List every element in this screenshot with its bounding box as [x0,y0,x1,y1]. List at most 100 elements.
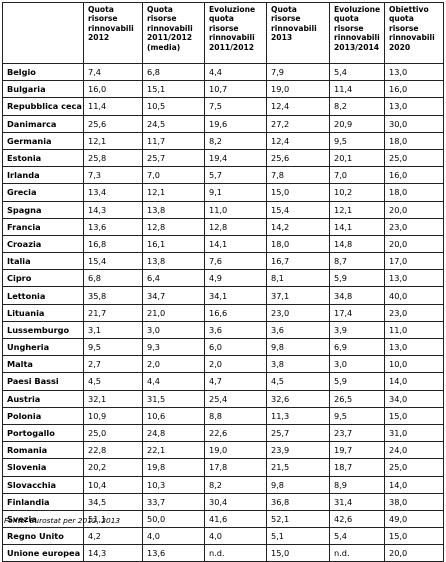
value-cell: 6,0 [204,337,267,357]
value-cell: 5,7 [204,166,267,185]
value-cell: 14,0 [384,475,444,494]
table-row: Regno Unito 4,2 4,0 4,0 5,1 5,4 15,0 [2,527,444,546]
value-cell: 9,5 [329,406,385,425]
value-cell: 25,6 [83,114,143,133]
value-cell: 31,4 [329,492,385,511]
table-body: Belgio 7,4 6,8 4,4 7,9 5,4 13,0 Bulgaria 16,0 15,… [2,62,444,562]
value-cell: 20,2 [83,458,143,477]
value-cell: 5,1 [266,527,330,546]
value-cell: 20,1 [329,148,385,168]
value-cell: 25,4 [204,389,267,408]
value-cell: 14,3 [83,200,143,219]
value-cell: 21,7 [83,303,143,322]
value-cell: 7,3 [83,166,143,185]
value-cell: 16,7 [266,252,330,271]
value-cell: 15,0 [384,527,444,546]
value-cell: 12,1 [142,183,205,202]
column-header: Evoluzione quota risorse rinnovabili 201… [329,2,385,64]
value-cell: 3,6 [204,320,267,340]
table-row: Repubblica ceca 11,4 10,5 7,5 12,4 8,2 13,0 [2,97,444,116]
value-cell: 2,7 [83,355,143,374]
value-cell: 15,1 [142,80,205,99]
table-row: Malta 2,7 2,0 2,0 3,8 3,0 10,0 [2,355,444,374]
value-cell: 34,8 [329,286,385,305]
value-cell: 20,0 [384,200,444,219]
country-cell: Lituania [2,303,84,322]
value-cell: 17,0 [384,252,444,271]
value-cell: 15,0 [266,183,330,202]
value-cell: 7,0 [329,166,385,185]
value-cell: 38,0 [384,492,444,511]
value-cell: 20,0 [384,234,444,254]
value-cell: 24,8 [142,423,205,443]
value-cell: 23,0 [266,303,330,322]
value-cell: 51,1 [83,509,143,529]
country-cell: Francia [2,217,84,236]
value-cell: 17,4 [329,303,385,322]
table-row: Lettonia 35,8 34,7 34,1 37,1 34,8 40,0 [2,286,444,305]
value-cell: 10,9 [83,406,143,425]
value-cell: 42,6 [329,509,385,529]
value-cell: 15,4 [83,252,143,271]
value-cell: 12,8 [204,217,267,236]
table-row: Bulgaria 16,0 15,1 10,7 19,0 11,4 16,0 [2,80,444,99]
country-cell: Estonia [2,148,84,168]
value-cell: 11,4 [329,80,385,99]
country-cell: Slovenia [2,458,84,477]
country-cell: Danimarca [2,114,84,133]
value-cell: 9,1 [204,183,267,202]
value-cell: 3,0 [142,320,205,340]
table-row: Lituania 21,7 21,0 16,6 23,0 17,4 23,0 [2,303,444,322]
value-cell: 49,0 [384,509,444,529]
value-cell: 17,8 [204,458,267,477]
table-row: Italia 15,4 13,8 7,6 16,7 8,7 17,0 [2,252,444,271]
value-cell: 3,9 [329,320,385,340]
value-cell: 25,0 [384,148,444,168]
value-cell: 8,8 [204,406,267,425]
country-cell: Paesi Bassi [2,372,84,391]
value-cell: 34,5 [83,492,143,511]
country-cell: Finlandia [2,492,84,511]
value-cell: 34,7 [142,286,205,305]
value-cell: 3,6 [266,320,330,340]
country-cell: Belgio [2,62,84,82]
value-cell: 16,1 [142,234,205,254]
value-cell: 4,9 [204,269,267,288]
value-cell: 32,6 [266,389,330,408]
value-cell: 50,0 [142,509,205,529]
value-cell: 4,2 [83,527,143,546]
value-cell: 18,0 [384,183,444,202]
country-cell: Portogallo [2,423,84,443]
table-row: Grecia 13,4 12,1 9,1 15,0 10,2 18,0 [2,183,444,202]
value-cell: 12,8 [142,217,205,236]
country-cell: Polonia [2,406,84,425]
value-cell: 41,6 [204,509,267,529]
value-cell: 4,5 [266,372,330,391]
value-cell: 11,3 [266,406,330,425]
value-cell: 16,0 [384,166,444,185]
table-row: Ungheria 9,5 9,3 6,0 9,8 6,9 13,0 [2,337,444,357]
value-cell: 19,6 [204,114,267,133]
value-cell: 8,2 [204,131,267,150]
country-cell: Lussemburgo [2,320,84,340]
country-cell: Slovacchia [2,475,84,494]
value-cell: 19,8 [142,458,205,477]
country-cell: Croazia [2,234,84,254]
table-row: Slovenia 20,2 19,8 17,8 21,5 18,7 25,0 [2,458,444,477]
value-cell: 36,8 [266,492,330,511]
country-cell: Germania [2,131,84,150]
column-header [2,2,84,64]
table-row: Francia 13,6 12,8 12,8 14,2 14,1 23,0 [2,217,444,236]
value-cell: 12,4 [266,131,330,150]
table-row: Polonia 10,9 10,6 8,8 11,3 9,5 15,0 [2,406,444,425]
value-cell: 15,0 [384,406,444,425]
value-cell: 25,0 [83,423,143,443]
column-header: Quota risorse rinnovabili 2013 [266,2,330,64]
value-cell: 19,0 [266,80,330,99]
value-cell: 19,4 [204,148,267,168]
value-cell: 13,6 [142,544,205,562]
value-cell: 30,4 [204,492,267,511]
value-cell: 8,2 [329,97,385,116]
table-header: Quota risorse rinnovabili 2012 Quota riso… [2,2,444,64]
